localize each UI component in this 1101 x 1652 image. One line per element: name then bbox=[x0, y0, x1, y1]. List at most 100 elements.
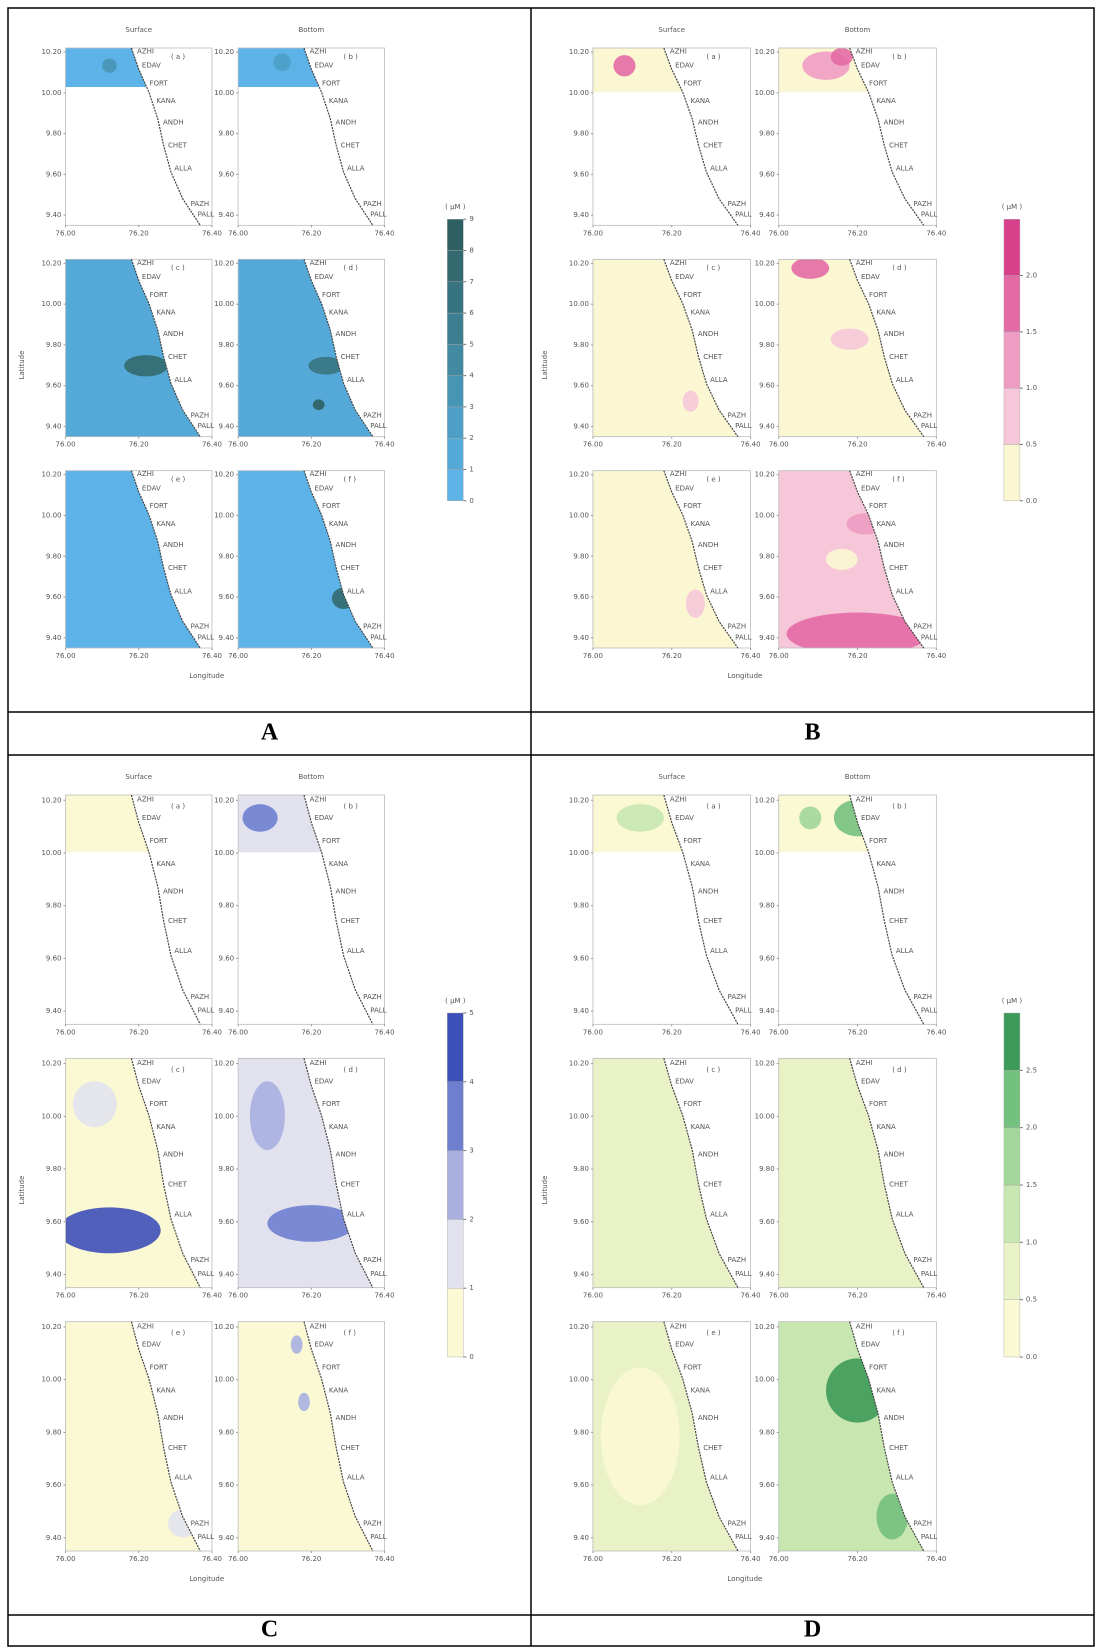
map-fill bbox=[66, 259, 212, 436]
map-fill bbox=[593, 471, 751, 648]
y-tick-label: 10.00 bbox=[755, 849, 775, 857]
x-tick-label: 76.00 bbox=[56, 1292, 76, 1300]
y-tick-label: 9.80 bbox=[46, 130, 62, 138]
map-fill bbox=[66, 795, 212, 852]
x-tick-label: 76.20 bbox=[662, 229, 682, 237]
legend-tick-label: 0.0 bbox=[1026, 1353, 1037, 1361]
x-tick-label: 76.20 bbox=[662, 1028, 682, 1036]
station-label: ALLA bbox=[347, 1210, 365, 1218]
x-tick-label: 76.40 bbox=[375, 1292, 395, 1300]
map: AZHIEDAVFORTKANAANDHCHETALLAPAZHPALL( d … bbox=[755, 258, 947, 449]
station-label: PAZH bbox=[728, 411, 747, 419]
y-tick-label: 10.20 bbox=[41, 1060, 61, 1068]
x-tick-label: 76.20 bbox=[848, 229, 868, 237]
map-label: ( d ) bbox=[344, 1066, 359, 1074]
station-label: CHET bbox=[703, 917, 723, 925]
legend-band bbox=[447, 438, 463, 469]
contour-patch bbox=[313, 399, 325, 410]
station-label: PALL bbox=[921, 633, 937, 641]
sea-fill bbox=[66, 471, 212, 648]
station-label: EDAV bbox=[315, 484, 334, 492]
station-label: ALLA bbox=[710, 587, 728, 595]
y-tick-label: 9.60 bbox=[573, 382, 589, 390]
station-label: EDAV bbox=[142, 1341, 161, 1349]
station-label: CHET bbox=[341, 1444, 361, 1452]
x-tick-label: 76.00 bbox=[583, 1292, 603, 1300]
station-label: ALLA bbox=[174, 1210, 192, 1218]
legend-tick-label: 0.0 bbox=[1026, 497, 1037, 505]
legend-tick-label: 3 bbox=[469, 403, 473, 411]
y-tick-label: 10.20 bbox=[755, 1323, 775, 1331]
station-label: EDAV bbox=[675, 62, 694, 70]
station-label: CHET bbox=[168, 1444, 188, 1452]
map-fill bbox=[593, 795, 751, 852]
sea-fill bbox=[238, 1322, 384, 1551]
map: AZHIEDAVFORTKANAANDHCHETALLAPAZHPALL( e … bbox=[569, 470, 761, 660]
station-label: FORT bbox=[149, 1100, 168, 1108]
y-tick-label: 10.20 bbox=[569, 259, 589, 267]
y-tick-label: 9.40 bbox=[759, 1270, 775, 1278]
y-tick-label: 10.00 bbox=[214, 89, 234, 97]
station-label: PALL bbox=[921, 1007, 937, 1015]
y-tick-label: 10.20 bbox=[214, 1323, 234, 1331]
station-label: AZHI bbox=[137, 1322, 154, 1330]
station-label: ALLA bbox=[896, 376, 914, 384]
map-fill bbox=[238, 795, 384, 852]
map-fill bbox=[593, 1322, 751, 1551]
map-label: ( e ) bbox=[706, 476, 720, 484]
y-tick-label: 9.40 bbox=[573, 1270, 589, 1278]
x-tick-label: 76.00 bbox=[56, 441, 76, 449]
y-tick-label: 9.40 bbox=[46, 422, 62, 430]
x-tick-label: 76.00 bbox=[769, 1292, 789, 1300]
station-label: ANDH bbox=[336, 1414, 357, 1422]
y-tick-label: 9.80 bbox=[46, 552, 62, 560]
station-label: PALL bbox=[198, 1007, 214, 1015]
map-label: ( b ) bbox=[892, 53, 907, 61]
map: AZHIEDAVFORTKANAANDHCHETALLAPAZHPALL( c … bbox=[41, 259, 222, 449]
station-label: AZHI bbox=[670, 1322, 687, 1330]
station-label: FORT bbox=[683, 837, 702, 845]
map-label: ( f ) bbox=[344, 476, 357, 484]
station-label: PALL bbox=[921, 1533, 937, 1541]
sea-fill bbox=[593, 471, 751, 648]
map-fill bbox=[66, 471, 212, 648]
y-tick-label: 9.60 bbox=[759, 170, 775, 178]
y-tick-label: 9.80 bbox=[759, 1165, 775, 1173]
y-tick-label: 9.60 bbox=[759, 954, 775, 962]
x-tick-label: 76.20 bbox=[301, 1555, 321, 1563]
y-tick-label: 10.00 bbox=[755, 89, 775, 97]
station-label: FORT bbox=[149, 291, 168, 299]
station-label: AZHI bbox=[137, 1059, 154, 1067]
x-tick-label: 76.40 bbox=[926, 1292, 946, 1300]
legend-tick-label: 6 bbox=[469, 309, 474, 317]
y-tick-label: 9.40 bbox=[573, 1007, 589, 1015]
station-label: ANDH bbox=[698, 541, 719, 549]
y-tick-label: 10.20 bbox=[41, 471, 61, 479]
station-label: FORT bbox=[322, 502, 341, 510]
map-label: ( c ) bbox=[706, 264, 720, 272]
map: AZHIEDAVFORTKANAANDHCHETALLAPAZHPALL( e … bbox=[41, 470, 222, 660]
station-label: AZHI bbox=[310, 259, 327, 267]
y-tick-label: 9.80 bbox=[219, 1428, 235, 1436]
station-label: PALL bbox=[198, 422, 214, 430]
station-label: KANA bbox=[329, 520, 348, 528]
station-label: PALL bbox=[370, 1270, 386, 1278]
contour-patch bbox=[826, 549, 858, 570]
column-header: Bottom bbox=[298, 26, 324, 34]
station-label: PALL bbox=[921, 211, 937, 219]
x-axis-label: Longitude bbox=[728, 1575, 763, 1583]
station-label: EDAV bbox=[675, 1077, 694, 1085]
map-label: ( e ) bbox=[706, 1329, 720, 1337]
y-tick-label: 10.00 bbox=[569, 849, 589, 857]
y-tick-label: 9.40 bbox=[759, 1534, 775, 1542]
station-label: EDAV bbox=[861, 62, 880, 70]
station-label: FORT bbox=[869, 502, 888, 510]
x-tick-label: 76.00 bbox=[769, 229, 789, 237]
station-label: AZHI bbox=[856, 470, 873, 478]
column-header: Surface bbox=[125, 26, 152, 34]
station-label: AZHI bbox=[856, 796, 873, 804]
map-label: ( c ) bbox=[706, 1066, 720, 1074]
y-tick-label: 10.00 bbox=[41, 89, 61, 97]
station-label: EDAV bbox=[142, 273, 161, 281]
